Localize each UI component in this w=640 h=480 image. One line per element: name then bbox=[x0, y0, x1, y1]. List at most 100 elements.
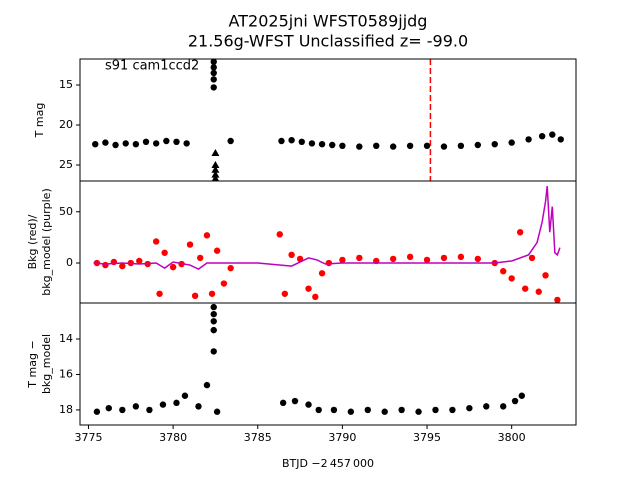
y-tick-label: 18 bbox=[59, 403, 73, 416]
point bbox=[208, 290, 216, 297]
point bbox=[119, 262, 126, 270]
point bbox=[535, 288, 542, 295]
point bbox=[173, 399, 180, 407]
point bbox=[119, 406, 126, 414]
y-tick-label: 50 bbox=[59, 205, 73, 218]
point bbox=[196, 254, 204, 262]
point bbox=[183, 140, 190, 147]
chart-title: AT2025jni WFST0589jjdg bbox=[229, 12, 428, 31]
x-tick-label: 3790 bbox=[328, 431, 356, 444]
point bbox=[315, 406, 322, 414]
y-tick-label: 14 bbox=[59, 332, 73, 345]
point bbox=[210, 303, 217, 311]
point bbox=[356, 143, 363, 150]
point bbox=[213, 247, 221, 254]
point bbox=[142, 138, 150, 145]
point bbox=[406, 142, 414, 149]
point bbox=[132, 403, 140, 410]
plot-area bbox=[92, 59, 564, 181]
point bbox=[191, 292, 199, 300]
point bbox=[318, 270, 326, 277]
point bbox=[220, 280, 228, 287]
point bbox=[308, 140, 316, 147]
point bbox=[211, 149, 220, 156]
point bbox=[339, 256, 346, 264]
point bbox=[210, 84, 217, 91]
point bbox=[211, 165, 220, 173]
axes-frame bbox=[79, 302, 577, 426]
point bbox=[210, 64, 217, 71]
point bbox=[173, 138, 180, 145]
point bbox=[146, 406, 153, 414]
point bbox=[288, 251, 295, 259]
plot-area bbox=[93, 186, 561, 303]
x-tick-label: 3780 bbox=[159, 431, 187, 444]
point bbox=[516, 229, 524, 236]
y-axis-label: Bkg (red)/ bbox=[26, 214, 39, 269]
point bbox=[330, 406, 338, 414]
y-axis-label: T mag bbox=[33, 103, 46, 139]
annotation: s91 cam1ccd2 bbox=[105, 59, 199, 74]
point bbox=[279, 399, 287, 407]
point bbox=[398, 406, 405, 414]
point bbox=[500, 268, 507, 275]
point bbox=[356, 254, 363, 262]
point bbox=[132, 141, 140, 148]
point bbox=[210, 318, 217, 325]
point bbox=[203, 232, 211, 239]
y-tick-label: 25 bbox=[59, 158, 73, 171]
point bbox=[373, 142, 380, 149]
point bbox=[389, 255, 397, 263]
point bbox=[423, 256, 431, 264]
point bbox=[500, 403, 507, 410]
y-axis-label: bkg_model bbox=[40, 334, 53, 394]
point bbox=[210, 310, 217, 318]
point bbox=[163, 137, 170, 145]
axes-frame bbox=[79, 58, 577, 182]
point bbox=[339, 142, 346, 149]
y-axis-label: T mag − bbox=[26, 340, 39, 388]
point bbox=[508, 139, 515, 146]
y-axis-label: bkg_model (purple) bbox=[40, 188, 53, 295]
point bbox=[291, 397, 299, 405]
point bbox=[161, 249, 168, 256]
point bbox=[474, 141, 482, 149]
point bbox=[211, 174, 220, 181]
point bbox=[210, 76, 217, 83]
point bbox=[406, 253, 414, 261]
point bbox=[210, 348, 217, 355]
model-line bbox=[93, 186, 561, 271]
x-tick-label: 3795 bbox=[413, 431, 441, 444]
plot-area bbox=[93, 303, 526, 415]
point bbox=[557, 136, 564, 143]
point bbox=[105, 404, 112, 412]
point bbox=[112, 141, 119, 149]
point bbox=[381, 408, 388, 415]
point bbox=[474, 255, 482, 263]
point bbox=[152, 140, 160, 147]
point bbox=[227, 137, 234, 145]
point bbox=[102, 261, 109, 269]
point bbox=[457, 253, 465, 261]
point bbox=[210, 59, 217, 65]
point bbox=[288, 137, 295, 144]
point bbox=[210, 69, 217, 77]
y-tick-label: 16 bbox=[59, 367, 73, 380]
point bbox=[415, 408, 422, 415]
point bbox=[102, 139, 109, 146]
point bbox=[159, 401, 167, 408]
point bbox=[440, 143, 448, 150]
point bbox=[305, 285, 312, 292]
point bbox=[276, 231, 283, 238]
point bbox=[210, 326, 217, 334]
point bbox=[449, 406, 456, 414]
point bbox=[169, 263, 177, 271]
point bbox=[227, 264, 234, 272]
point bbox=[186, 241, 194, 248]
point bbox=[152, 238, 160, 245]
y-tick-label: 15 bbox=[59, 78, 73, 91]
point bbox=[312, 293, 319, 301]
point bbox=[364, 406, 371, 414]
point bbox=[440, 254, 448, 262]
